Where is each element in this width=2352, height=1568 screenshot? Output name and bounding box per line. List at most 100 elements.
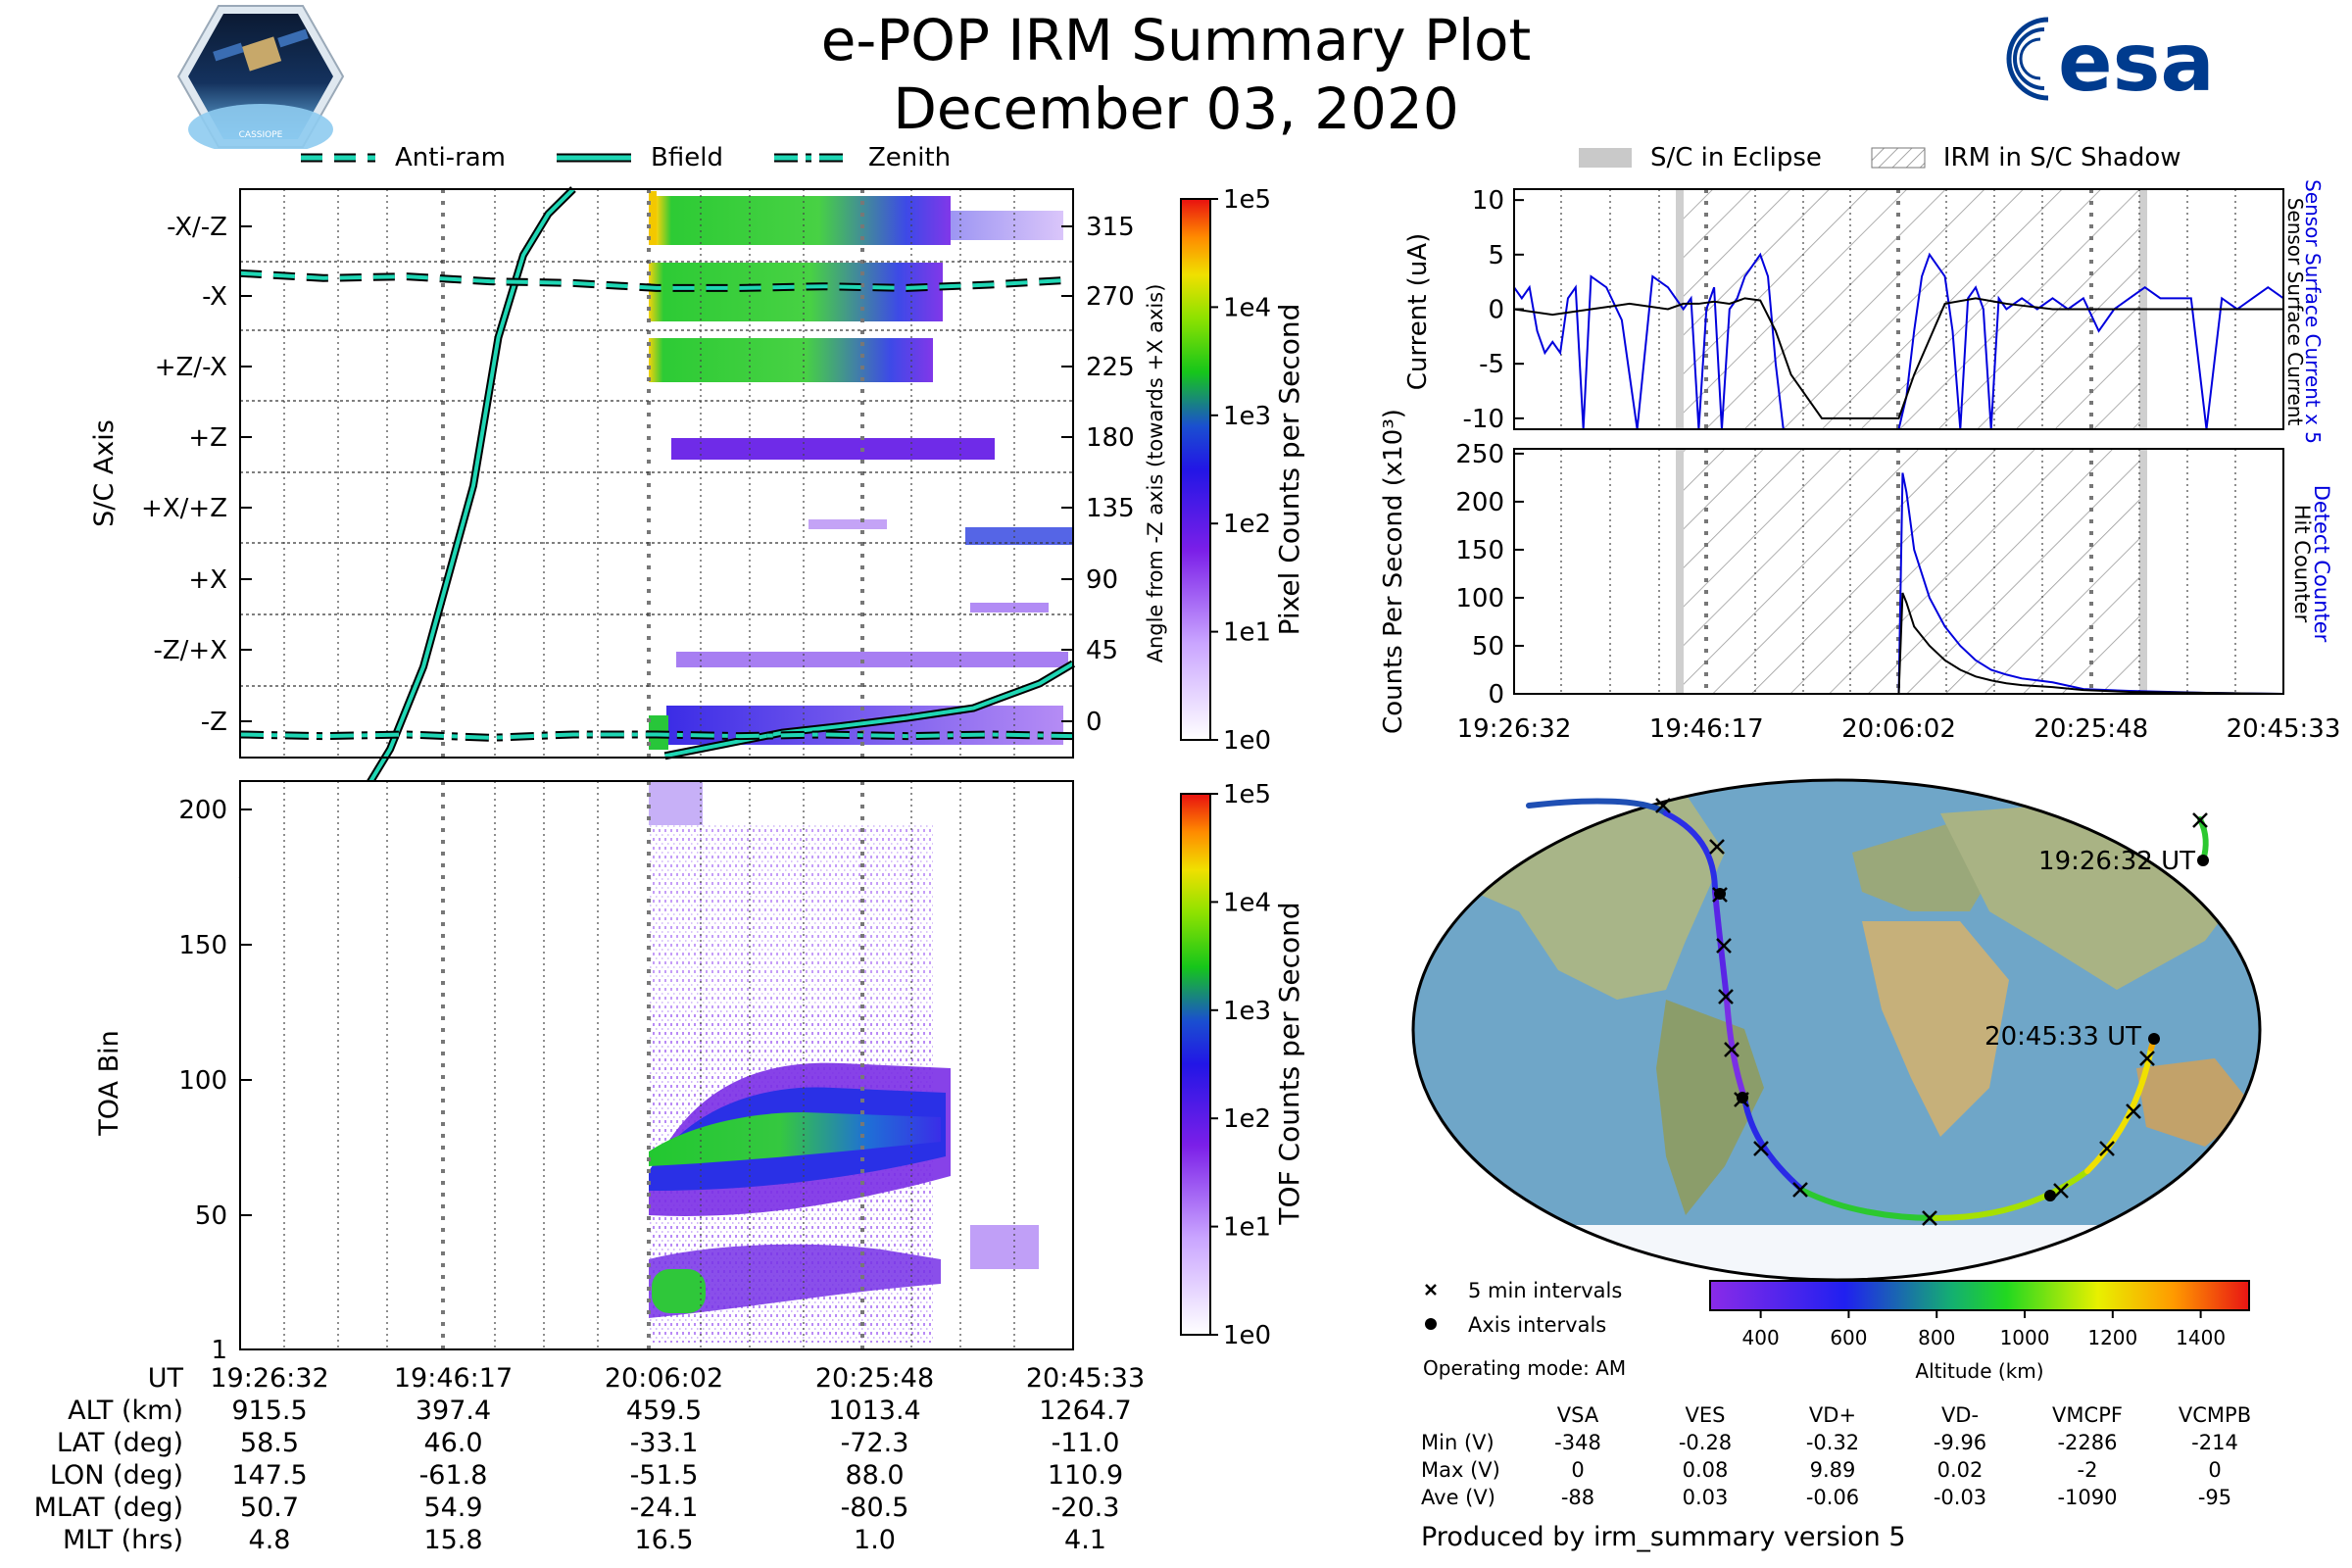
eph-cell: -20.3 [1051, 1493, 1120, 1523]
stats-cell: -214 [2191, 1431, 2238, 1454]
eph-row-label: MLT (hrs) [62, 1525, 183, 1555]
y-tick-label: +Z/-X [155, 353, 227, 382]
counts-ylabel: Counts Per Second (x10³) [1379, 409, 1408, 734]
y-tick-label: -5 [1479, 350, 1504, 379]
colorbar-tick-label: 1e2 [1223, 1104, 1271, 1134]
eph-cell: 20:06:02 [604, 1363, 724, 1394]
legend-antiram-label: Anti-ram [395, 143, 507, 172]
solid-line-icon [557, 153, 632, 163]
pixel-heatmap-y2-ticks: 315 270 225 180 135 90 45 0 [1061, 213, 1135, 737]
y-tick-label: 150 [178, 931, 227, 960]
eph-row-label: LON (deg) [49, 1460, 183, 1491]
y-tick-label: 100 [1455, 584, 1504, 613]
y-tick-label: 0 [1488, 296, 1504, 325]
colorbar-tick-label: 1400 [2176, 1326, 2226, 1349]
eph-row-label: ALT (km) [68, 1396, 183, 1426]
stats-cell: 0 [1571, 1458, 1585, 1482]
legend-zenith: Zenith [772, 143, 951, 172]
legend-eclipse: S/C in Eclipse [1578, 143, 1822, 172]
stats-cell: 9.89 [1809, 1458, 1856, 1482]
eph-cell: 46.0 [423, 1428, 483, 1458]
eph-cell: 19:46:17 [393, 1363, 514, 1394]
colorbar-tick-label: 1e1 [1223, 1213, 1271, 1243]
legend-right: S/C in Eclipse IRM in S/C Shadow [1578, 143, 2230, 172]
table-row: MLT (hrs) 4.8 15.8 16.5 1.0 4.1 [22, 1524, 1191, 1556]
table-row: ALT (km) 915.5 397.4 459.5 1013.4 1264.7 [22, 1395, 1191, 1427]
x-tick-label: 19:26:32 [1457, 714, 1572, 744]
tof-heatmap-y-ticks: 200 150 100 50 1 [178, 796, 252, 1365]
colorbar-tick-label: 1200 [2087, 1326, 2137, 1349]
pixel-heatmap-y2label: Angle from -Z axis (towards +X axis) [1144, 284, 1167, 663]
current-ylabel: Current (uA) [1403, 233, 1433, 390]
y2-tick-label: 45 [1086, 636, 1118, 665]
x-marker-icon [1425, 1284, 1437, 1296]
eph-cell: -33.1 [629, 1428, 699, 1458]
stats-cell: -1090 [2057, 1486, 2118, 1509]
eph-cell: 397.4 [415, 1396, 492, 1426]
y-tick-label: -X [202, 282, 227, 312]
stats-row-label: Max (V) [1421, 1458, 1500, 1482]
eph-cell: -24.1 [629, 1493, 699, 1523]
legend-shadow: IRM in S/C Shadow [1871, 143, 2181, 172]
stats-row-label: Min (V) [1421, 1431, 1494, 1454]
shadow-region-2 [1681, 449, 2141, 694]
eph-cell: 20:45:33 [1025, 1363, 1146, 1394]
stats-cell: -0.32 [1805, 1431, 1860, 1454]
footer-note: Produced by irm_summary version 5 [1421, 1522, 1906, 1552]
stats-cell: -0.03 [1933, 1486, 1987, 1509]
colorbar-tick-label: 400 [1742, 1326, 1780, 1349]
legend-zenith-label: Zenith [867, 143, 952, 172]
eph-cell: -51.5 [629, 1460, 699, 1491]
y-tick-label: +X/+Z [141, 494, 227, 523]
tof-heatmap-ylabel: TOA Bin [94, 1030, 124, 1136]
series-line [664, 662, 1075, 759]
colorbar-tick-label: 1e5 [1223, 780, 1271, 809]
eph-cell: -11.0 [1051, 1428, 1120, 1458]
pixel-colorbar-ticks: 1e5 1e4 1e3 1e2 1e1 1e0 [1210, 185, 1271, 756]
altitude-colorbar: 400 600 800 1000 1200 1400 Altitude (km) [1709, 1280, 2250, 1383]
eph-cell: 4.8 [248, 1525, 291, 1555]
stats-cell: -348 [1554, 1431, 1601, 1454]
current-y2label-2: Sensor Surface Current [2283, 198, 2307, 426]
table-row: MLAT (deg) 50.7 54.9 -24.1 -80.5 -20.3 [22, 1492, 1191, 1524]
esa-logo-text: esa [2058, 17, 2215, 108]
pixel-heatmap-panel: -X/-Z -X +Z/-X +Z +X/+Z +X -Z/+X -Z 315 270 225 18… [89, 185, 1305, 885]
colorbar-tick-label: 1e3 [1223, 997, 1271, 1026]
legend-bfield: Bfield [555, 143, 723, 172]
table-row: LAT (deg) 58.5 46.0 -33.1 -72.3 -11.0 [22, 1427, 1191, 1459]
legend-left: Anti-ram Bfield Zenith [299, 143, 1000, 172]
tof-colorbar [1180, 793, 1211, 1336]
page-title: e-POP IRM Summary Plot December 03, 2020 [0, 6, 2352, 143]
table-row: LON (deg) 147.5 -61.8 -51.5 88.0 110.9 [22, 1459, 1191, 1492]
pixel-colorbar [1180, 198, 1211, 741]
orbit-axis-markers [1714, 855, 2209, 1201]
tof-heatmap-vgrid [283, 781, 1015, 1349]
eph-cell: 19:26:32 [210, 1363, 329, 1394]
table-row: Min (V) -348 -0.28 -0.32 -9.96 -2286 -21… [1421, 1429, 2278, 1456]
eph-cell: 16.5 [634, 1525, 694, 1555]
eph-cell: 50.7 [239, 1493, 300, 1523]
table-row: Max (V) 0 0.08 9.89 0.02 -2 0 [1421, 1456, 2278, 1484]
shadow-swatch-icon [1871, 147, 1926, 169]
tof-heatmap-cells [649, 781, 1039, 1343]
tof-colorbar-label: TOF Counts per Second [1273, 902, 1305, 1225]
y-tick-label: 250 [1455, 440, 1504, 469]
map-start-label: 19:26:32 UT [2038, 847, 2195, 876]
y-tick-label: 100 [178, 1066, 227, 1096]
eph-cell: 110.9 [1047, 1460, 1124, 1491]
counts-y-ticks: 250 200 150 100 50 0 [1455, 440, 1524, 710]
eph-cell: -80.5 [840, 1493, 909, 1523]
eph-cell: 1.0 [854, 1525, 896, 1555]
dashdot-line-icon [773, 153, 849, 163]
eph-cell: 915.5 [231, 1396, 308, 1426]
stats-cell: -9.96 [1933, 1431, 1987, 1454]
stats-col: VES [1685, 1403, 1726, 1427]
eph-cell: -61.8 [418, 1460, 488, 1491]
eph-row-label: MLAT (deg) [33, 1493, 183, 1523]
stats-cell: 0.08 [1682, 1458, 1729, 1482]
eph-row-label: UT [147, 1363, 183, 1394]
stats-cell: -2 [2077, 1458, 2098, 1482]
y2-tick-label: 315 [1086, 213, 1135, 242]
dot-marker-icon [1425, 1318, 1437, 1330]
y-tick-label: -Z/+X [153, 636, 227, 665]
